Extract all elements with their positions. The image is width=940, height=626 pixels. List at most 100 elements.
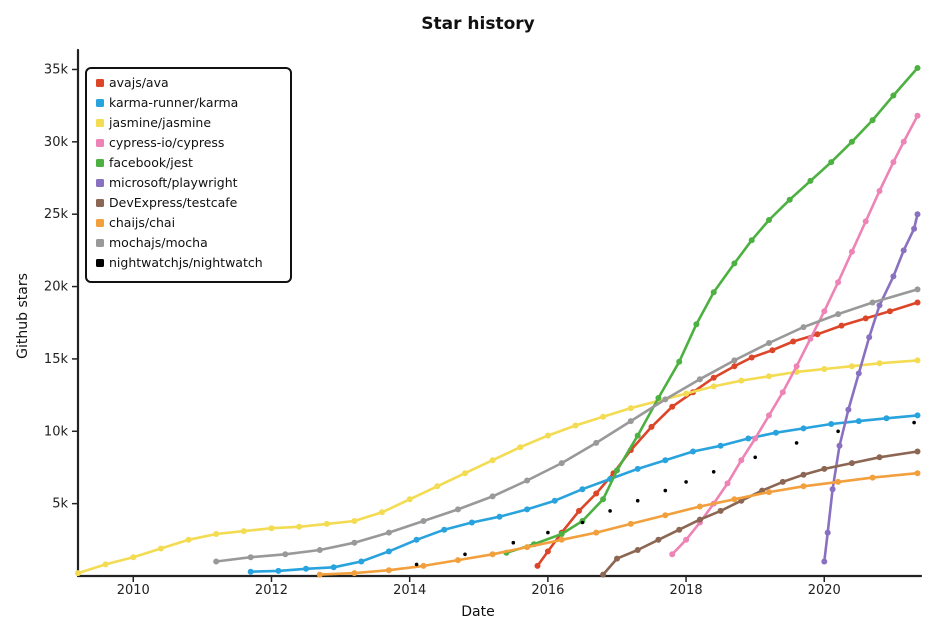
data-point xyxy=(268,525,275,532)
data-point xyxy=(914,412,921,419)
data-point xyxy=(558,460,565,467)
data-point xyxy=(821,465,828,472)
data-point xyxy=(662,512,669,519)
data-point xyxy=(731,496,738,503)
legend-label: jasmine/jasmine xyxy=(108,115,211,130)
series-facebook-jest xyxy=(503,65,921,556)
data-point xyxy=(766,217,772,223)
data-point xyxy=(130,554,137,561)
data-point xyxy=(655,395,662,401)
data-point xyxy=(323,520,330,527)
data-point xyxy=(814,331,821,338)
legend: avajs/ava karma-runner/karma jasmine/jasmi… xyxy=(85,67,292,283)
legend-swatch xyxy=(96,199,104,207)
data-point xyxy=(600,496,607,503)
data-point xyxy=(828,421,835,427)
legend-item: cypress-io/cypress xyxy=(96,135,224,150)
data-point xyxy=(753,455,757,460)
data-point xyxy=(900,247,907,254)
legend-label: karma-runner/karma xyxy=(109,95,238,110)
x-tick-label: 2014 xyxy=(393,583,426,598)
series-mochajs-mocha xyxy=(213,286,921,565)
series-cypress-io-cypress xyxy=(669,112,921,558)
data-point xyxy=(745,435,752,442)
x-axis-label: Date xyxy=(461,604,494,620)
data-point xyxy=(876,454,883,461)
data-point xyxy=(711,470,716,474)
y-tick-label: 30k xyxy=(44,135,69,150)
legend-item: microsoft/playwright xyxy=(96,175,238,190)
data-point xyxy=(524,506,531,513)
data-point xyxy=(710,383,717,390)
data-point xyxy=(579,486,586,493)
data-point xyxy=(766,373,772,380)
data-point xyxy=(634,465,641,472)
data-point xyxy=(247,554,254,561)
data-point xyxy=(866,334,873,341)
data-point xyxy=(385,567,392,574)
data-point xyxy=(75,570,81,577)
data-point xyxy=(627,405,634,412)
data-point xyxy=(669,551,676,558)
data-point xyxy=(385,548,392,555)
data-point xyxy=(710,374,717,381)
data-point xyxy=(240,528,247,535)
data-point xyxy=(463,552,467,557)
data-point xyxy=(608,509,612,513)
legend-swatch xyxy=(96,139,104,147)
data-point xyxy=(848,248,855,255)
data-point xyxy=(835,478,842,485)
data-point xyxy=(385,529,392,536)
data-point xyxy=(634,432,641,439)
data-point xyxy=(275,567,282,574)
data-point xyxy=(848,460,855,467)
data-point xyxy=(731,260,738,267)
data-point xyxy=(696,376,703,383)
data-point xyxy=(185,536,192,543)
data-point xyxy=(663,488,668,493)
legend-swatch xyxy=(96,119,104,127)
y-axis-label: Github stars xyxy=(15,273,31,359)
data-point xyxy=(351,518,358,524)
data-point xyxy=(821,366,828,372)
axes xyxy=(76,48,923,578)
series-line xyxy=(536,301,919,568)
data-point xyxy=(455,557,461,564)
data-point xyxy=(855,370,862,377)
x-tick-label: 2020 xyxy=(808,583,841,598)
chart-title: Star history xyxy=(421,14,534,34)
legend-item: DevExpress/testcafe xyxy=(96,195,238,210)
legend-swatch xyxy=(96,179,104,187)
data-point xyxy=(838,322,845,329)
data-point xyxy=(441,526,448,533)
data-point xyxy=(213,558,220,565)
series-line xyxy=(601,450,919,576)
data-point xyxy=(862,218,869,225)
data-point xyxy=(800,483,807,490)
data-point xyxy=(748,354,755,361)
data-point xyxy=(848,363,855,370)
data-point xyxy=(748,237,755,244)
data-point xyxy=(247,568,254,575)
axis-ticks: 2010 2012 2014 2016 2018 2020 5k 10k 15k 20k 25k 30… xyxy=(44,62,841,598)
legend-label: nightwatchjs/nightwatch xyxy=(109,255,263,270)
data-point xyxy=(807,335,814,342)
data-point xyxy=(296,523,303,530)
data-point xyxy=(496,513,503,520)
data-point xyxy=(738,457,745,464)
data-point xyxy=(900,138,907,145)
data-point xyxy=(836,429,840,434)
data-point xyxy=(524,477,531,484)
data-point xyxy=(828,159,835,166)
data-point xyxy=(379,509,385,516)
series-line xyxy=(76,359,919,575)
x-tick-label: 2018 xyxy=(670,583,703,598)
data-point xyxy=(779,389,786,396)
data-point xyxy=(614,555,620,562)
data-point xyxy=(869,117,876,124)
data-point xyxy=(662,457,669,464)
data-point xyxy=(821,558,828,565)
data-point xyxy=(580,520,585,525)
data-point xyxy=(102,561,109,568)
